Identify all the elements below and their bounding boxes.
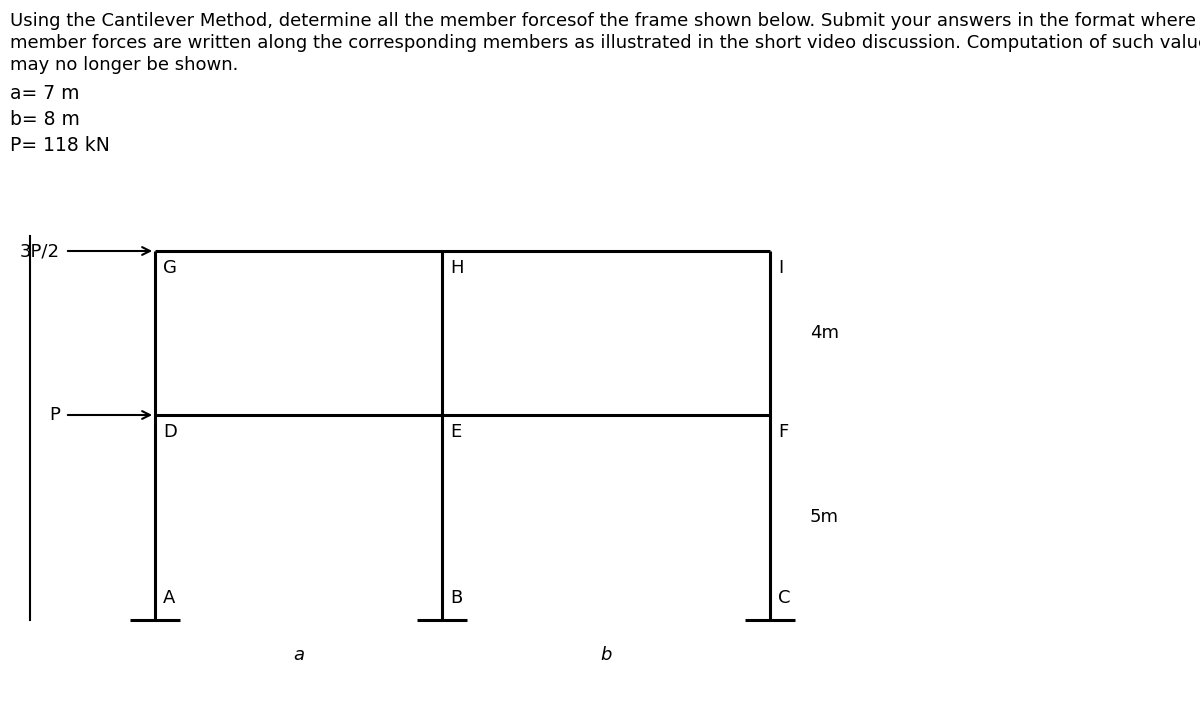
Text: P= 118 kN: P= 118 kN xyxy=(10,136,110,155)
Text: P: P xyxy=(49,406,60,424)
Text: member forces are written along the corresponding members as illustrated in the : member forces are written along the corr… xyxy=(10,34,1200,52)
Text: Using the Cantilever Method, determine all the member forcesof the frame shown b: Using the Cantilever Method, determine a… xyxy=(10,12,1200,30)
Text: may no longer be shown.: may no longer be shown. xyxy=(10,56,239,74)
Text: 3P/2: 3P/2 xyxy=(20,242,60,260)
Text: C: C xyxy=(778,589,791,607)
Text: H: H xyxy=(450,259,463,277)
Text: a= 7 m: a= 7 m xyxy=(10,84,79,103)
Text: G: G xyxy=(163,259,176,277)
Text: F: F xyxy=(778,423,788,441)
Text: b: b xyxy=(600,646,612,664)
Text: D: D xyxy=(163,423,176,441)
Text: A: A xyxy=(163,589,175,607)
Text: B: B xyxy=(450,589,462,607)
Text: E: E xyxy=(450,423,461,441)
Text: 4m: 4m xyxy=(810,324,839,342)
Text: I: I xyxy=(778,259,784,277)
Text: 5m: 5m xyxy=(810,508,839,526)
Text: b= 8 m: b= 8 m xyxy=(10,110,80,129)
Text: a: a xyxy=(293,646,304,664)
